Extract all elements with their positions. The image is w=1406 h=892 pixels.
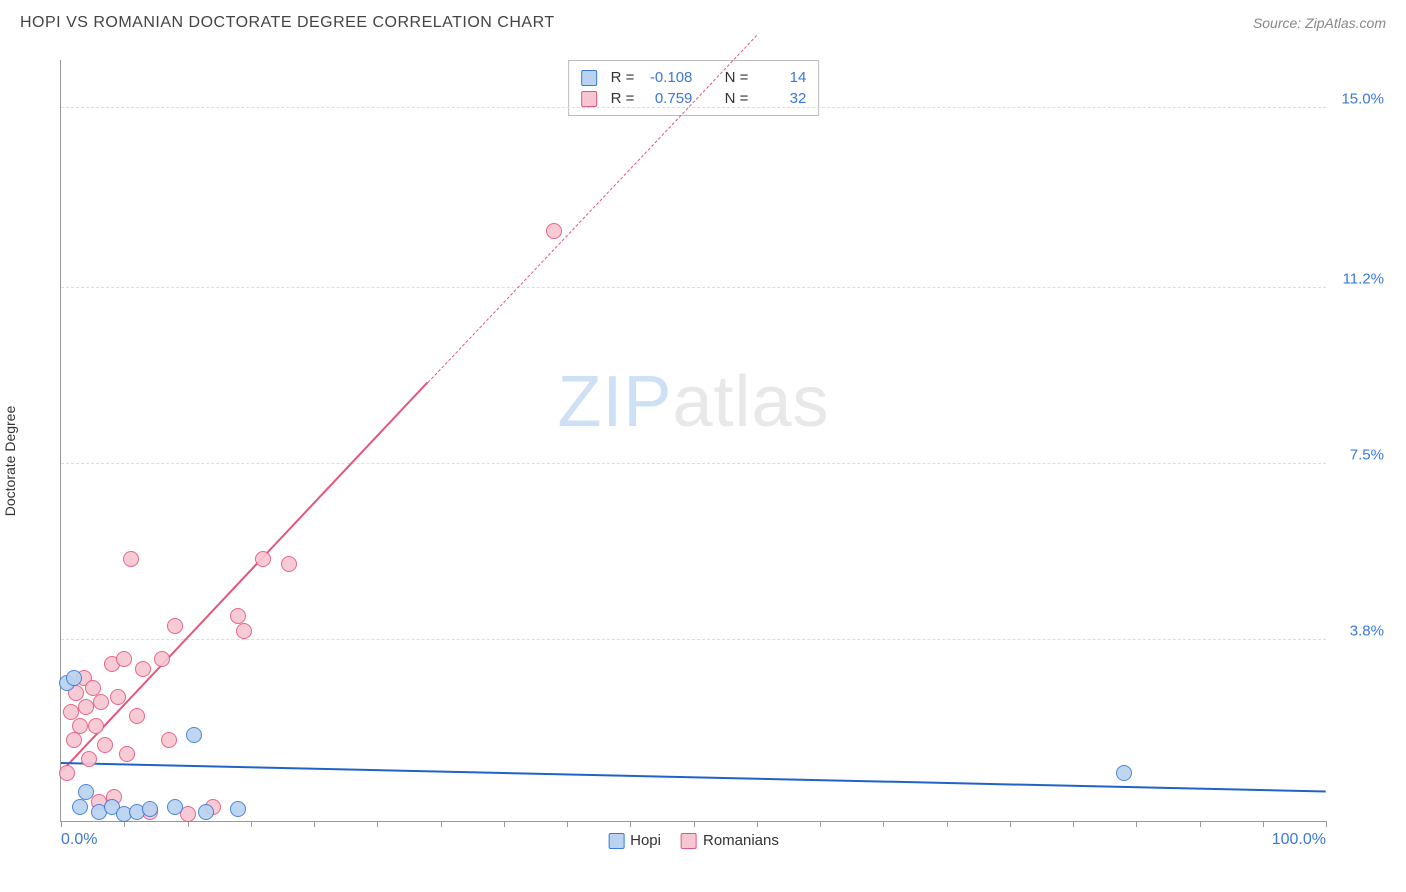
romanians-point [546,223,562,239]
x-tick [1136,821,1137,827]
x-tick [251,821,252,827]
romanians-point [123,551,139,567]
grid-line [61,639,1326,640]
x-tick [61,821,62,827]
romanians-point [88,718,104,734]
romanians-point [116,651,132,667]
romanians-point [59,765,75,781]
chart-title: HOPI VS ROMANIAN DOCTORATE DEGREE CORREL… [20,14,555,32]
romanians-point [167,618,183,634]
hopi-point [66,670,82,686]
romanians-label: Romanians [703,832,779,849]
hopi-swatch [608,833,624,849]
y-tick-label: 15.0% [1341,90,1384,107]
r-label: R = [611,69,635,86]
stats-legend: R = -0.108 N = 14 R = 0.759 N = 32 [568,60,820,116]
n-label: N = [725,69,749,86]
y-tick-label: 3.8% [1350,623,1384,640]
trend-line [60,382,428,773]
x-tick [377,821,378,827]
romanians-point [78,699,94,715]
romanians-point [119,746,135,762]
x-tick [124,821,125,827]
romanians-point [93,694,109,710]
y-tick-label: 7.5% [1350,447,1384,464]
romanians-swatch [581,91,597,107]
series-legend: Hopi Romanians [608,832,779,849]
romanians-point [154,651,170,667]
hopi-point [78,784,94,800]
x-tick [820,821,821,827]
x-tick [1326,821,1327,827]
x-tick [630,821,631,827]
plot-area: ZIPatlas R = -0.108 N = 14 R = 0.759 N =… [60,60,1326,822]
grid-line [61,463,1326,464]
legend-item-hopi: Hopi [608,832,661,849]
romanians-r-value: 0.759 [648,90,692,107]
trend-line [61,762,1326,793]
n-label: N = [725,90,749,107]
x-tick [314,821,315,827]
x-min-label: 0.0% [61,831,97,849]
hopi-point [230,801,246,817]
grid-line [61,107,1326,108]
watermark-zip: ZIP [557,362,672,442]
x-tick [1263,821,1264,827]
x-max-label: 100.0% [1272,831,1326,849]
x-tick [1010,821,1011,827]
hopi-point [142,801,158,817]
hopi-r-value: -0.108 [648,69,692,86]
romanians-point [72,718,88,734]
romanians-point [161,732,177,748]
romanians-point [281,556,297,572]
romanians-point [129,708,145,724]
x-tick [883,821,884,827]
y-tick-label: 11.2% [1343,271,1384,288]
romanians-point [110,689,126,705]
hopi-point [186,727,202,743]
hopi-label: Hopi [630,832,661,849]
romanians-point [236,623,252,639]
x-tick [1073,821,1074,827]
romanians-point [97,737,113,753]
x-tick [1200,821,1201,827]
romanians-point [255,551,271,567]
hopi-point [167,799,183,815]
grid-line [61,287,1326,288]
watermark: ZIPatlas [557,361,829,443]
hopi-point [72,799,88,815]
watermark-atlas: atlas [672,362,829,442]
source-credit: Source: ZipAtlas.com [1253,15,1386,31]
stats-row-hopi: R = -0.108 N = 14 [581,67,807,88]
x-tick [504,821,505,827]
r-label: R = [611,90,635,107]
hopi-point [1116,765,1132,781]
x-tick [947,821,948,827]
romanians-point [81,751,97,767]
y-axis-label: Doctorate Degree [2,406,18,517]
hopi-n-value: 14 [762,69,806,86]
romanians-point [135,661,151,677]
x-tick [567,821,568,827]
hopi-point [198,804,214,820]
romanians-swatch [681,833,697,849]
x-tick [694,821,695,827]
romanians-point [66,732,82,748]
legend-item-romanians: Romanians [681,832,779,849]
x-tick [757,821,758,827]
chart-container: Doctorate Degree ZIPatlas R = -0.108 N =… [20,50,1386,872]
romanians-n-value: 32 [762,90,806,107]
hopi-swatch [581,70,597,86]
x-tick [188,821,189,827]
x-tick [441,821,442,827]
